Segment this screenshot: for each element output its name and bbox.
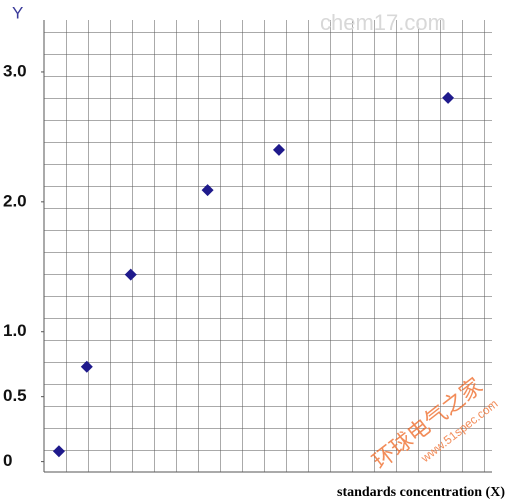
grid [44, 20, 492, 472]
point [52, 445, 65, 458]
point [201, 184, 214, 197]
point [80, 360, 93, 373]
point [272, 143, 285, 156]
y-axis-label: Y [12, 3, 23, 22]
y-tick-label: 2.0 [3, 191, 27, 210]
x-axis-label: standards concentration (X) [337, 485, 505, 500]
y-tick-label: 0.5 [3, 386, 27, 405]
watermark: chem17.com [320, 10, 446, 35]
point [124, 268, 137, 281]
y-tick-label: 3.0 [3, 61, 27, 80]
y-tick-label: 1.0 [3, 321, 27, 340]
point [442, 91, 455, 104]
y-tick-label: 0 [3, 451, 12, 470]
